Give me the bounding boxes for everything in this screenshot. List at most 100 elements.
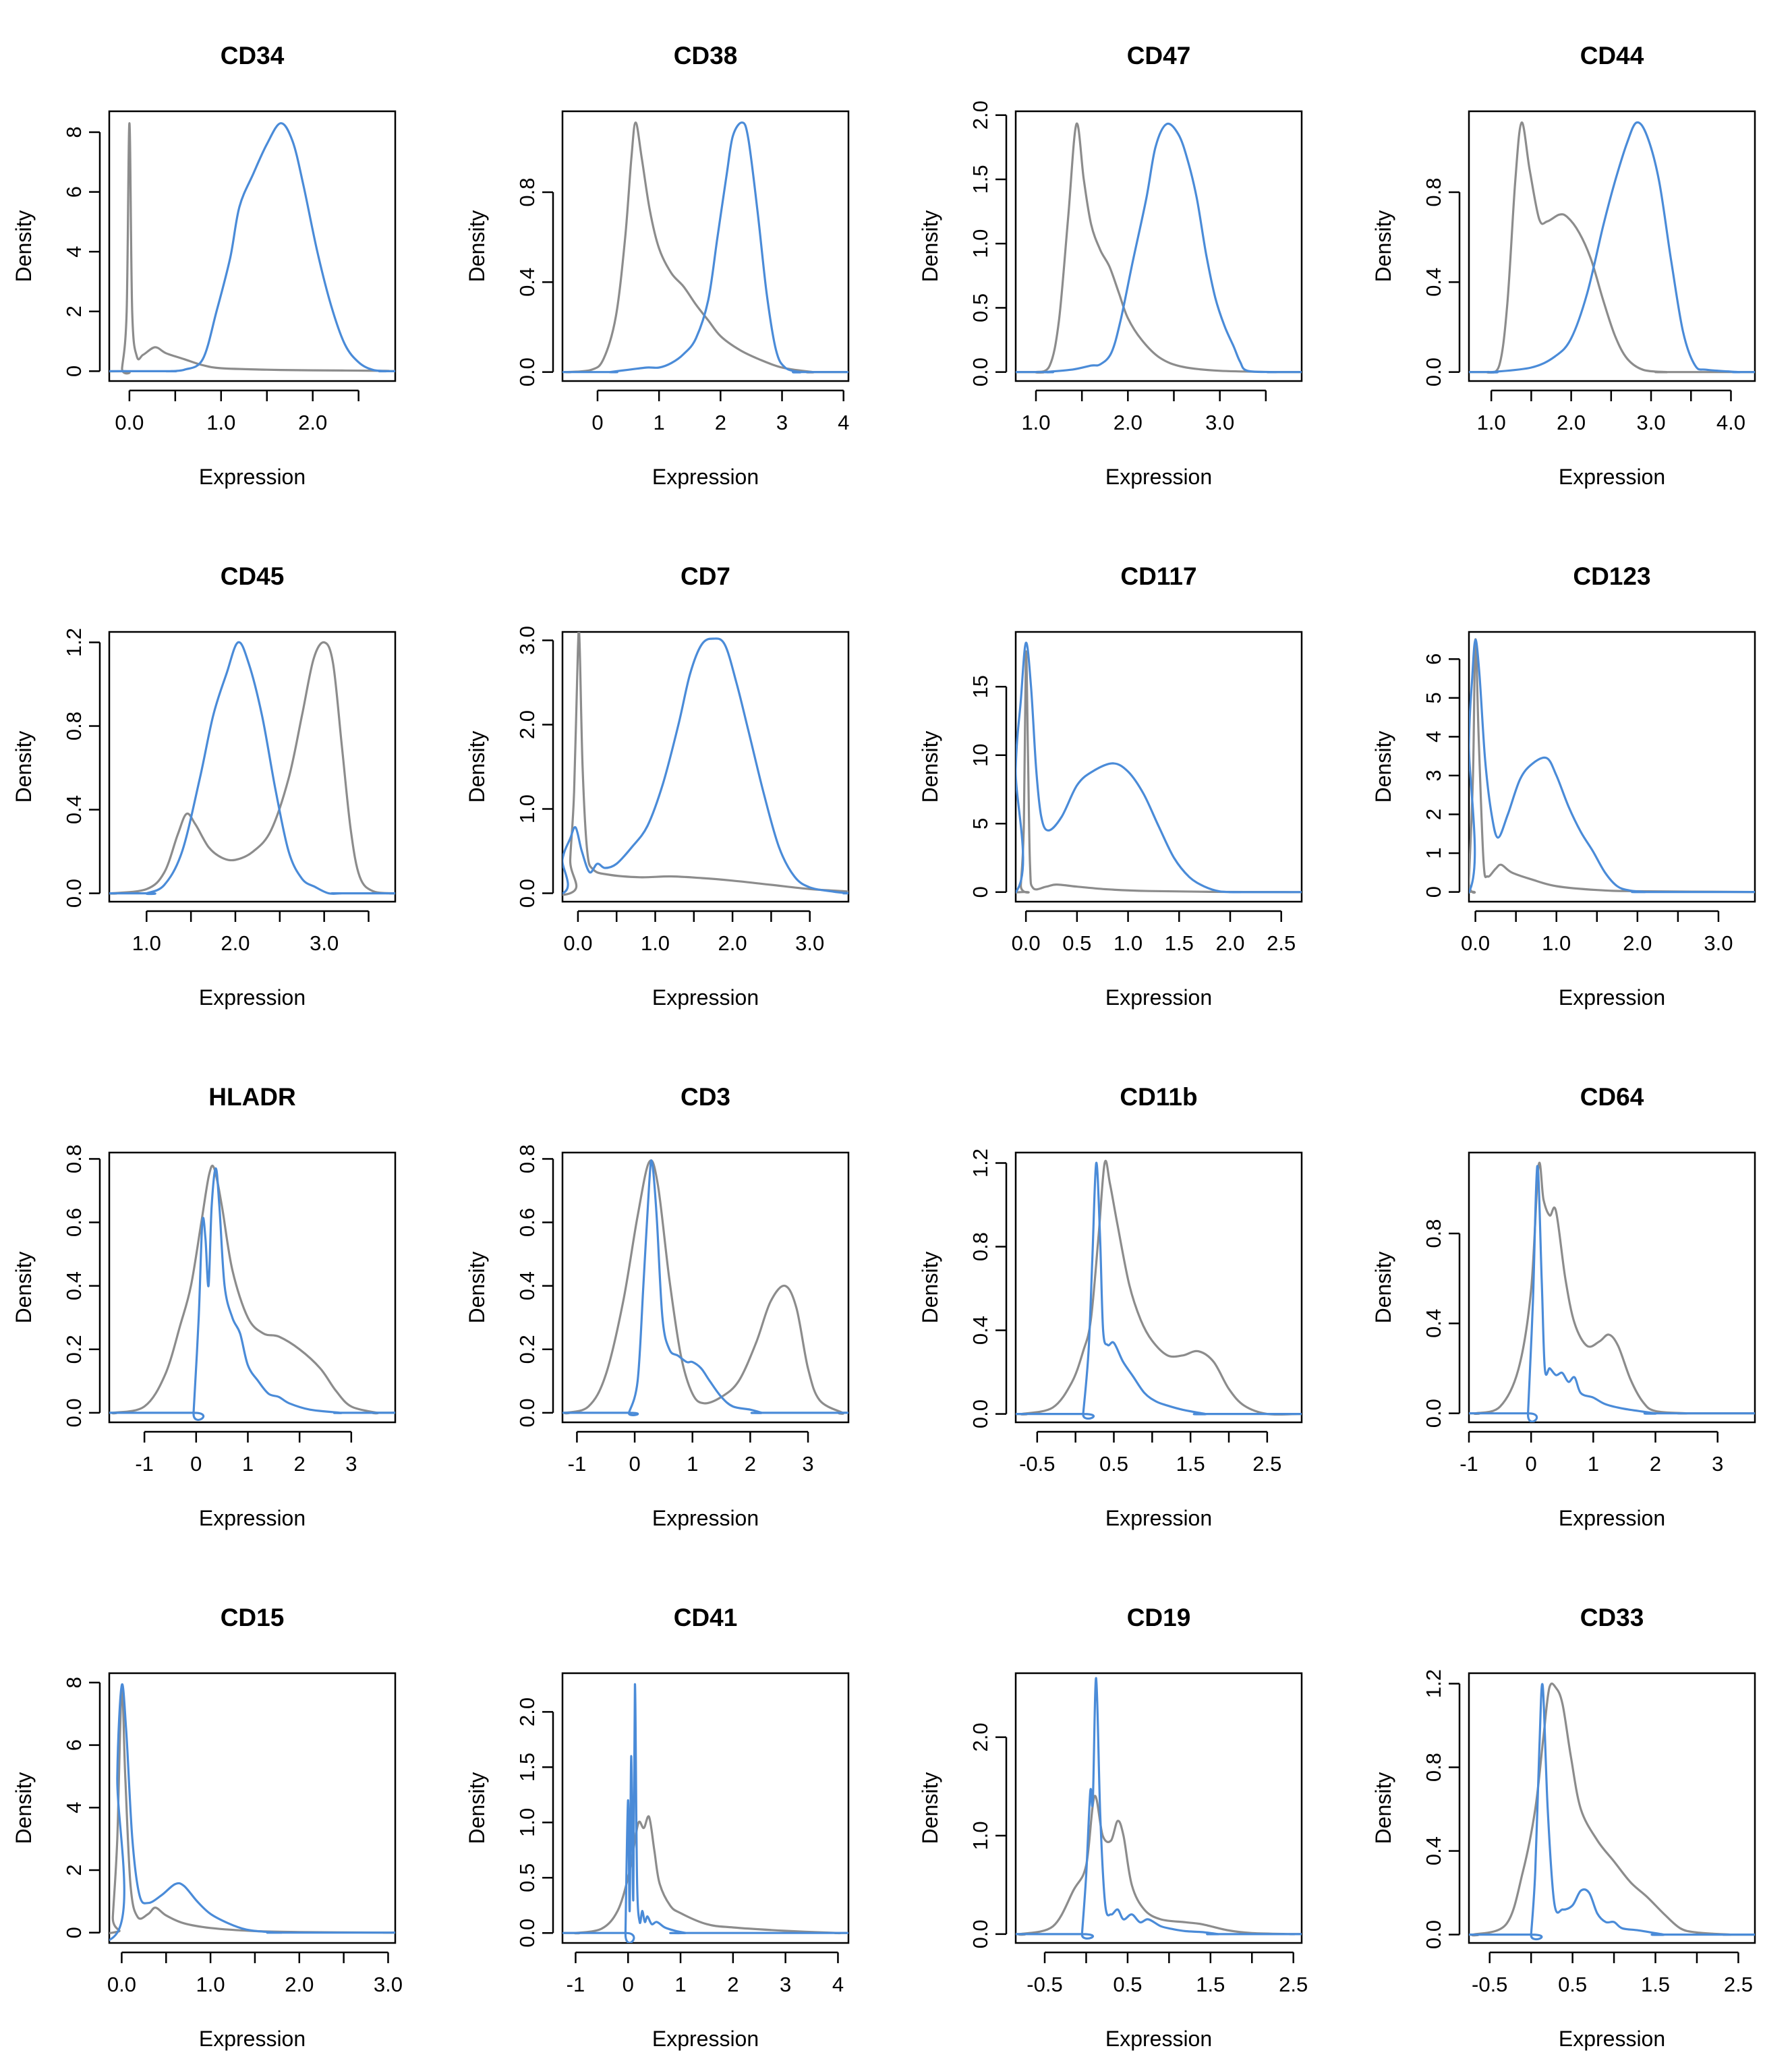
y-tick-label: 1.2	[1422, 1669, 1445, 1698]
y-tick-label: 0.0	[969, 357, 992, 386]
x-tick-label: 1	[242, 1452, 254, 1476]
panel-cd7: CD7 0.0 1.0 2.0 3.0 0.0 1.0 2.0 3.0 Expression Den…	[465, 562, 850, 1010]
panel-title: CD3	[681, 1083, 730, 1111]
y-tick-label: 0.8	[515, 177, 539, 206]
panel-cd45: CD45 1.0 2.0 3.0 0.0 0.4 0.8 1.2 Expression Densi…	[11, 562, 397, 1010]
panel-title: CD7	[681, 562, 730, 590]
y-tick-label: 2	[62, 306, 86, 317]
density-curve-grey	[1016, 1159, 1302, 1416]
y-tick-label: 3	[1422, 769, 1445, 781]
y-axis-label: Density	[918, 210, 942, 283]
plot-frame	[1014, 110, 1303, 382]
x-tick-label: 2.5	[1267, 931, 1296, 955]
x-axis-label: Expression	[199, 2027, 306, 2051]
x-tick-label: 3	[776, 411, 788, 434]
x-tick-label: 3.0	[795, 931, 824, 955]
density-curve-grey	[109, 1686, 395, 1934]
y-tick-label: 0.0	[62, 879, 86, 908]
plot-frame	[1468, 1151, 1756, 1424]
x-tick-label: 2	[294, 1452, 306, 1476]
x-tick-label: 0	[623, 1973, 634, 1996]
x-tick-label: 1.0	[1542, 931, 1571, 955]
x-tick-label: -1	[1459, 1452, 1478, 1476]
x-axis-label: Expression	[1105, 2027, 1212, 2051]
y-tick-label: 2	[1422, 809, 1445, 820]
x-axis-label: Expression	[1105, 465, 1212, 489]
y-tick-label: 1.5	[515, 1753, 539, 1782]
x-tick-label: 0.5	[1558, 1973, 1587, 1996]
plot-frame	[561, 110, 850, 382]
density-curve-red	[562, 121, 848, 374]
series-group	[1469, 1682, 1755, 1941]
density-curve-grey	[562, 121, 848, 374]
density-curve-red	[109, 1683, 395, 1942]
density-curve-grey	[562, 632, 848, 896]
x-tick-label: 2	[1650, 1452, 1661, 1476]
panel-title: CD41	[674, 1604, 738, 1631]
x-axis-label: Expression	[199, 985, 306, 1010]
series-group	[109, 641, 395, 896]
y-tick-label: 0.4	[515, 268, 539, 297]
x-axis-label: Expression	[1105, 1506, 1212, 1530]
x-axis-label: Expression	[1105, 985, 1212, 1010]
y-tick-label: 2.0	[969, 1722, 992, 1751]
x-tick-label: 0	[1526, 1452, 1537, 1476]
panel-cd117: CD117 0.0 0.5 1.0 1.5 2.0 2.5 0 5 10 15 Expression D…	[918, 562, 1303, 1010]
y-tick-label: 0.0	[969, 1919, 992, 1948]
plot-frame	[108, 631, 397, 903]
x-tick-label: 2.0	[285, 1973, 314, 1996]
density-curve-grey	[562, 1815, 848, 1935]
y-tick-label: 4	[62, 246, 86, 258]
x-tick-label: 2.0	[1114, 411, 1143, 434]
density-curve-red	[1016, 122, 1302, 374]
y-tick-label: 6	[62, 1739, 86, 1751]
x-tick-label: 1	[674, 1973, 686, 1996]
y-tick-label: 5	[969, 818, 992, 830]
x-tick-label: 1	[654, 411, 665, 434]
series-group	[1469, 1161, 1755, 1422]
density-curve-red	[109, 1167, 395, 1421]
plot-frame	[1468, 1672, 1756, 1944]
panel-cd34: CD34 0.0 1.0 2.0 0 2 4 6 8 Expression Density	[11, 42, 397, 489]
panel-cd3: CD3 -1 0 1 2 3 0.0 0.2 0.4 0.6 0.8 Expression Densit…	[465, 1083, 850, 1530]
y-tick-label: 2.0	[515, 1697, 539, 1726]
y-tick-label: 8	[62, 1677, 86, 1688]
y-tick-label: 0	[62, 1927, 86, 1938]
panel-cd15: CD15 0.0 1.0 2.0 3.0 0 2 4 6 8 Expression Density	[11, 1604, 403, 2051]
x-tick-label: 2	[727, 1973, 739, 1996]
y-tick-label: 0.4	[1422, 1836, 1445, 1865]
y-tick-label: 0	[1422, 886, 1445, 898]
y-tick-label: 0.5	[515, 1863, 539, 1892]
x-tick-label: 4	[832, 1973, 844, 1996]
x-tick-label: 0	[629, 1452, 640, 1476]
plot-frame	[561, 1151, 850, 1424]
x-tick-label: 3.0	[1636, 411, 1665, 434]
y-axis-label: Density	[11, 731, 36, 803]
x-tick-label: 4	[838, 411, 849, 434]
y-tick-label: 1.0	[969, 1821, 992, 1850]
panel-title: CD64	[1580, 1083, 1644, 1111]
y-tick-label: 0.8	[515, 1144, 539, 1173]
y-tick-label: 1.0	[969, 229, 992, 258]
y-tick-label: 0.4	[1422, 1309, 1445, 1338]
y-tick-label: 0.5	[969, 293, 992, 322]
series-group	[109, 122, 395, 375]
y-tick-label: 1.2	[62, 628, 86, 657]
panel-title: CD47	[1127, 42, 1191, 69]
series-group	[1469, 121, 1755, 374]
y-tick-label: 0.8	[1422, 1753, 1445, 1782]
density-curve-grey	[1469, 1161, 1755, 1416]
y-tick-label: 5	[1422, 692, 1445, 703]
panel-hladr: HLADR -1 0 1 2 3 0.0 0.2 0.4 0.6 0.8 Expression Dens…	[11, 1083, 397, 1530]
y-axis-label: Density	[11, 1772, 36, 1844]
plot-frame	[108, 1672, 397, 1944]
panel-title: CD117	[1120, 562, 1196, 590]
y-tick-label: 10	[969, 743, 992, 766]
y-tick-label: 0.0	[1422, 1920, 1445, 1949]
y-tick-label: 0.0	[62, 1398, 86, 1427]
y-axis-label: Density	[465, 1252, 489, 1324]
x-tick-label: 1.0	[196, 1973, 225, 1996]
density-curve-red	[1469, 638, 1755, 894]
x-tick-label: 0	[190, 1452, 202, 1476]
